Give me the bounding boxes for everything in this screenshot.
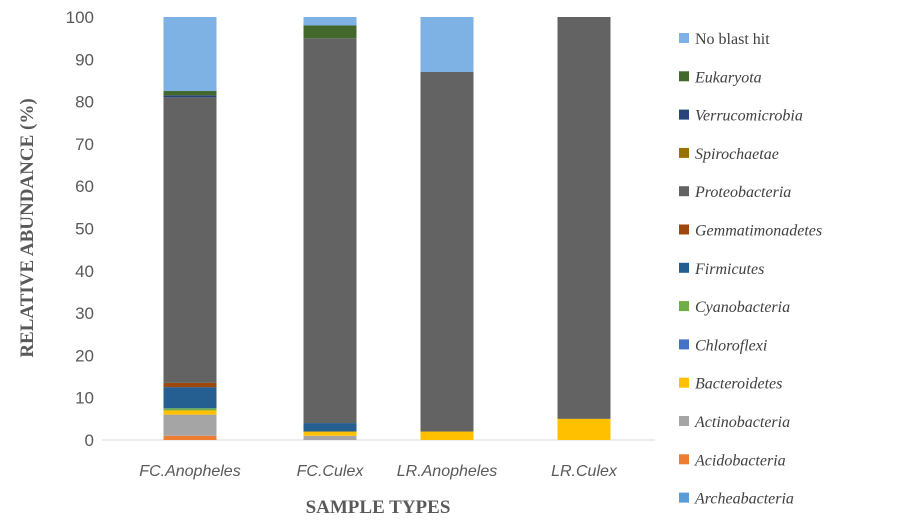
bar-segment — [303, 38, 357, 424]
legend-swatch — [679, 262, 689, 273]
legend-entry-label: Gemmatimonadetes — [695, 223, 822, 240]
x-tick-label: LR.Anopheles — [397, 463, 498, 480]
bar-segment — [163, 435, 217, 440]
bar-segment — [303, 25, 357, 39]
bar-segment — [163, 387, 217, 409]
x-tick-label: LR.Culex — [551, 463, 618, 480]
x-tick-label: FC.Anopheles — [139, 463, 240, 480]
y-tick-label: 0 — [85, 431, 94, 450]
y-tick-label: 70 — [75, 135, 94, 154]
legend-swatch — [679, 377, 689, 388]
x-tick-label: FC.Culex — [297, 463, 365, 480]
bar-segment — [420, 71, 474, 432]
bar-segment — [420, 431, 474, 440]
legend-swatch — [679, 492, 689, 503]
y-axis-title: RELATIVE ABUNDANCE (%) — [17, 98, 38, 357]
bar-segment — [163, 91, 217, 96]
legend-entry-label: Archeabacteria — [694, 491, 794, 508]
bar-segment — [163, 95, 217, 98]
legend-swatch — [679, 33, 689, 43]
y-tick-label: 100 — [66, 8, 94, 27]
legend-entry-label: Spirochaetae — [695, 146, 779, 163]
legend-entry-label: Actinobacteria — [694, 414, 790, 431]
y-tick-label: 20 — [75, 346, 94, 365]
legend-swatch — [679, 71, 689, 82]
bar-segment — [557, 418, 611, 440]
bar-segment — [163, 97, 217, 383]
legend-swatch — [679, 147, 689, 158]
bar-segment — [557, 17, 611, 419]
legend-swatch — [679, 186, 689, 197]
legend-swatch — [679, 224, 689, 235]
legend-swatch — [679, 454, 689, 465]
bar-segment — [163, 414, 217, 436]
legend-swatch — [679, 416, 689, 426]
bar-segment — [303, 17, 357, 26]
bar-segment — [303, 423, 357, 432]
bar-segment — [163, 382, 217, 388]
legend: No blast hit Eukaryota Verrucomicrobia Spir… — [679, 31, 822, 508]
legend-swatch — [679, 339, 689, 350]
legend-entry-label: Acidobacteria — [694, 452, 786, 469]
legend-swatch — [679, 109, 689, 120]
legend-entry-label: Eukaryota — [694, 69, 762, 86]
bar-segment — [303, 431, 357, 436]
y-tick-label: 90 — [75, 50, 94, 69]
bars-group — [163, 17, 611, 440]
legend-entry-label: Cyanobacteria — [695, 299, 790, 316]
legend-entry-label: Firmicutes — [694, 261, 764, 278]
bar-segment — [163, 408, 217, 411]
y-tick-label: 60 — [75, 177, 94, 196]
y-tick-label: 50 — [75, 220, 94, 239]
bar-segment — [303, 435, 357, 440]
y-tick-label: 10 — [75, 389, 94, 408]
y-tick-label: 30 — [75, 304, 94, 323]
y-tick-label: 80 — [75, 93, 94, 112]
bar-segment — [163, 410, 217, 415]
legend-entry-label: No blast hit — [695, 31, 770, 48]
y-tick-label: 40 — [75, 262, 94, 281]
bar-segment — [420, 17, 474, 72]
legend-swatch — [679, 301, 689, 312]
legend-entry-label: Verrucomicrobia — [695, 108, 803, 125]
legend-entry-label: Bacteroidetes — [695, 376, 782, 393]
x-axis-category-labels: FC.Anopheles FC.Culex LR.Anopheles LR.Culex — [139, 463, 618, 480]
bar-segment — [163, 17, 217, 92]
legend-entry-label: Proteobacteria — [694, 184, 791, 201]
x-axis-title: SAMPLE TYPES — [306, 497, 451, 518]
y-axis-tick-labels: 0 10 20 30 40 50 60 70 80 90 100 — [66, 8, 94, 450]
legend-entry-label: Chloroflexi — [695, 337, 767, 354]
